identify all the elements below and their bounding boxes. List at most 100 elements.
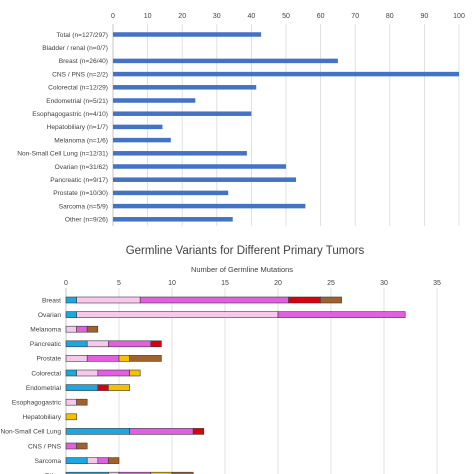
stacked-bar-segment — [129, 428, 194, 435]
stacked-bar-segment — [288, 296, 321, 304]
bar — [113, 177, 297, 182]
category-label: Sarcoma (n=5/9) — [59, 203, 108, 210]
stacked-bar-segment — [65, 457, 88, 464]
x-tick-label: 30 — [380, 280, 388, 287]
category-label: Bladder / renal (n=0/7) — [42, 45, 108, 52]
x-tick-label: 35 — [433, 280, 441, 287]
stacked-bar-segment — [192, 428, 205, 435]
bar — [113, 203, 306, 209]
stacked-bar-segment — [118, 471, 152, 474]
category-label: Sarcoma — [35, 458, 62, 465]
stacked-bar-segment — [76, 442, 88, 450]
stacked-bar-segment — [86, 325, 99, 333]
stacked-bar-segment — [65, 340, 88, 348]
stacked-bar-segment — [108, 457, 120, 464]
category-label: Esophagogastric (n=4/10) — [32, 111, 108, 118]
x-tick-label: 15 — [221, 280, 229, 287]
category-label: Breast (n=26/40) — [59, 58, 108, 65]
category-label: Other (n=9/26) — [65, 217, 108, 224]
stacked-bar-segment — [108, 384, 130, 391]
category-label: CNS / PNS — [28, 443, 62, 450]
bar — [113, 164, 286, 169]
stacked-bar-segment — [65, 296, 77, 304]
stacked-bar-segment — [129, 369, 141, 377]
category-label: Ovarian (n=31/62) — [55, 164, 108, 171]
bar — [113, 151, 247, 156]
x-tick-label: 10 — [144, 13, 152, 20]
stacked-bar-segment — [76, 325, 88, 333]
category-label: Total (n=127/297) — [56, 32, 108, 39]
stacked-bar-segment — [65, 355, 88, 362]
bar — [113, 58, 338, 64]
stacked-bar-segment — [171, 471, 194, 474]
stacked-bar-segment — [150, 340, 162, 348]
x-tick-label: 25 — [327, 280, 335, 287]
stacked-bar-segment — [65, 413, 77, 421]
bar — [113, 32, 262, 37]
bar — [113, 71, 459, 77]
stacked-bar-segment — [108, 471, 120, 474]
stacked-bar-segment — [65, 311, 77, 318]
stacked-bar-segment — [97, 369, 130, 377]
bar — [113, 190, 229, 196]
x-tick-label: 90 — [421, 13, 429, 20]
x-tick-label: 0 — [64, 280, 68, 287]
category-label: Pancreatic (n=9/17) — [50, 177, 108, 184]
category-label: Colorectal (n=12/29) — [48, 85, 108, 92]
stacked-bar-segment — [65, 384, 99, 391]
category-label: Prostate (n=10/30) — [53, 190, 108, 197]
category-label: CNS / PNS (n=2/2) — [52, 71, 108, 78]
bar — [113, 85, 257, 90]
stacked-bar-segment — [65, 428, 130, 435]
category-label: Melanoma — [30, 327, 61, 334]
x-axis-title: Number of Germline Mutations — [191, 265, 293, 274]
x-tick-label: 20 — [178, 13, 186, 20]
x-tick-label: 80 — [386, 13, 394, 20]
category-label: Breast — [42, 297, 61, 304]
category-label: Non-Small Cell Lung — [1, 429, 62, 436]
tumor-percentage-bar-chart: 0 10 20 30 40 50 60 70 80 90 100 Total (n=127/297) B… — [17, 13, 465, 226]
category-label: Melanoma (n=1/6) — [54, 137, 108, 144]
bar — [113, 98, 196, 103]
x-tick-label: 40 — [248, 13, 256, 20]
x-tick-label: 50 — [282, 13, 290, 20]
bar — [113, 111, 252, 116]
x-tick-label: 100 — [453, 13, 465, 20]
category-label: Ovarian — [38, 312, 61, 319]
germline-variants-stacked-bar-chart: Germline Variants for Different Primary … — [1, 245, 441, 474]
stacked-bar-segment — [65, 325, 77, 333]
stacked-bar-segment — [86, 355, 120, 362]
stacked-bar-segment — [118, 355, 130, 362]
stacked-bar-segment — [129, 355, 162, 362]
stacked-bar-segment — [76, 369, 99, 377]
bar — [113, 217, 233, 222]
stacked-bar-segment — [150, 471, 173, 474]
x-tick-label: 30 — [213, 13, 221, 20]
stacked-bar-segment — [65, 369, 77, 377]
category-label: Hepatobiliary — [23, 414, 62, 421]
bar — [113, 137, 171, 143]
stacked-bar-segment — [86, 340, 109, 348]
stacked-bar-segment — [65, 471, 109, 474]
stacked-bar-segment — [86, 457, 99, 464]
stacked-bar-segment — [65, 398, 77, 406]
stacked-bar-segment — [65, 442, 77, 450]
stacked-bar-segment — [76, 311, 279, 318]
category-label: Pancreatic — [30, 341, 62, 348]
stacked-bar-segment — [76, 296, 141, 304]
x-tick-label: 60 — [317, 13, 325, 20]
stacked-bar-segment — [76, 398, 88, 406]
x-tick-label: 70 — [351, 13, 359, 20]
stacked-bar-segment — [97, 384, 109, 391]
x-tick-label: 0 — [111, 13, 115, 20]
stacked-bar-segment — [139, 296, 289, 304]
category-label: Hepatobiliary (n=1/7) — [47, 124, 108, 131]
stacked-bar-segment — [320, 296, 342, 304]
bar — [113, 124, 163, 130]
category-label: Prostate — [36, 356, 61, 363]
category-label: Endometrial — [26, 385, 62, 392]
x-tick-label: 20 — [274, 280, 282, 287]
category-label: Colorectal — [31, 370, 61, 377]
stacked-bar-segment — [277, 311, 406, 318]
